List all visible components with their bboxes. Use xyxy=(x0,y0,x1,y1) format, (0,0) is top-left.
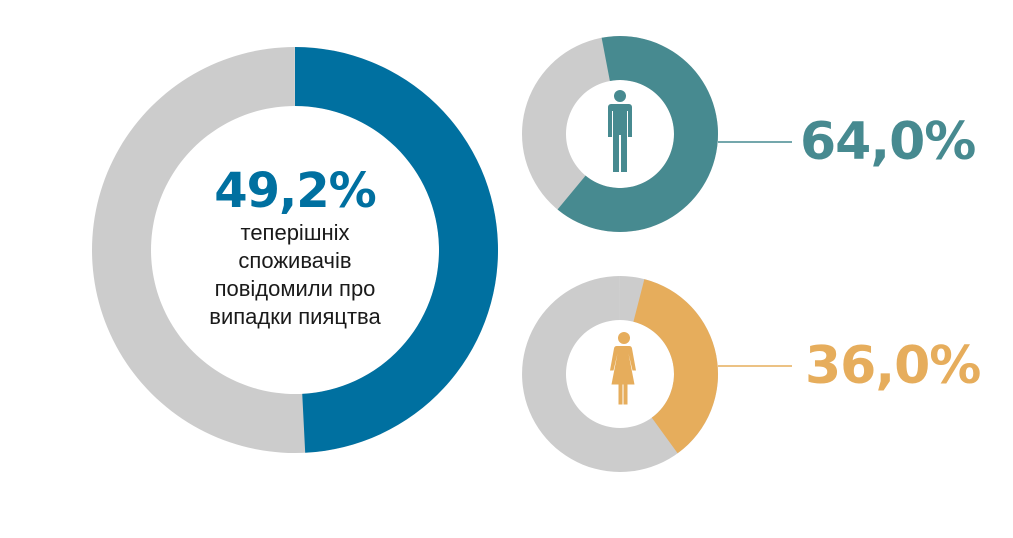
men-value: 64,0% xyxy=(800,112,976,172)
main-description-line: випадки пияцтва xyxy=(209,304,381,329)
main-label: 49,2% теперішніх споживачів повідомили п… xyxy=(145,165,445,331)
main-description-line: теперішніх xyxy=(240,220,350,245)
main-description-line: повідомили про xyxy=(214,276,376,301)
main-description-line: споживачів xyxy=(238,248,352,273)
main-donut xyxy=(92,47,499,453)
women-donut xyxy=(522,276,719,472)
man-icon xyxy=(608,90,632,172)
woman-icon xyxy=(610,332,636,405)
women-donut-arc xyxy=(633,279,718,454)
main-value: 49,2% xyxy=(214,163,377,219)
main-donut-arc xyxy=(295,47,498,453)
men-donut-arc xyxy=(557,36,719,232)
main-description: теперішніх споживачів повідомили про вип… xyxy=(145,219,445,331)
women-value: 36,0% xyxy=(805,336,981,396)
men-donut xyxy=(521,36,719,232)
